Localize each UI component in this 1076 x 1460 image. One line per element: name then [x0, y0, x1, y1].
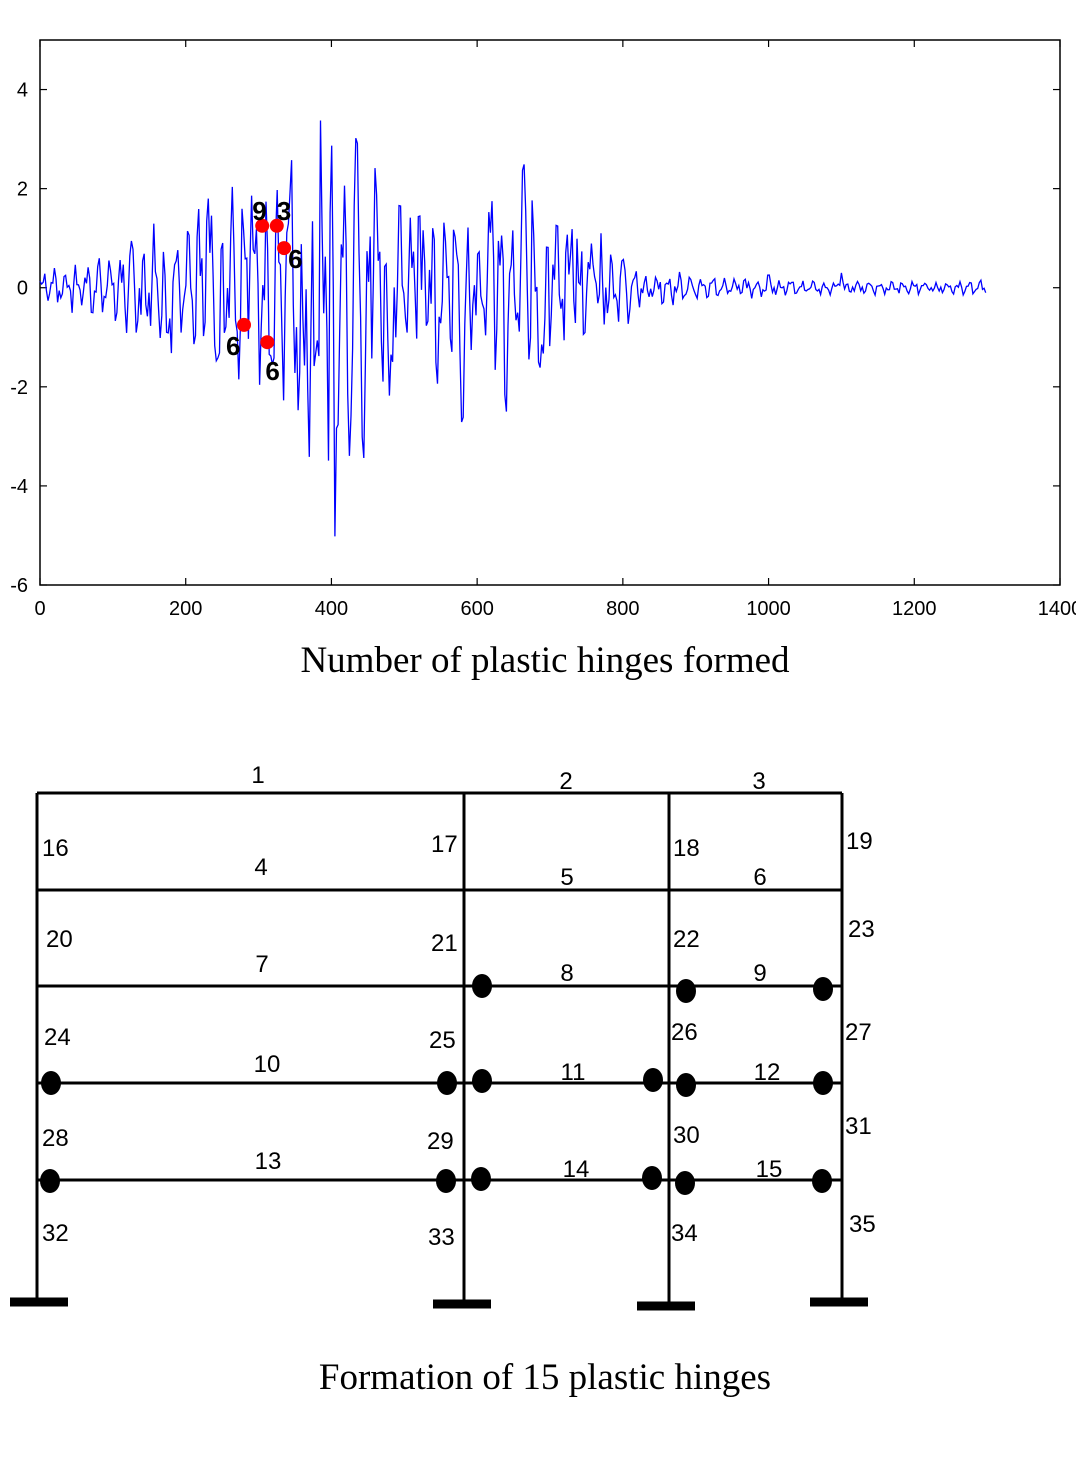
x-tick-label: 200: [169, 598, 202, 620]
y-tick-label: 2: [17, 179, 28, 201]
column-label: 19: [846, 828, 873, 855]
x-tick-label: 800: [606, 598, 639, 620]
bottom-caption: Formation of 15 plastic hinges: [319, 1357, 771, 1398]
x-tick-label: 600: [460, 598, 493, 620]
beam-label: 5: [560, 864, 573, 891]
column-label: 28: [42, 1125, 69, 1152]
hinge-event-marker: [269, 218, 284, 233]
column-label: 20: [46, 926, 73, 953]
column-label: 31: [845, 1113, 872, 1140]
plastic-hinge-dot: [40, 1169, 60, 1193]
x-tick-labels: 0 200 400 600 800 1000 1200 1400: [34, 598, 1076, 620]
hinge-event-marker: [260, 335, 275, 350]
column-label: 22: [673, 926, 700, 953]
beam-label: 10: [254, 1051, 281, 1078]
column-label: 16: [42, 835, 69, 862]
plastic-hinge-dot: [813, 1071, 833, 1095]
plastic-hinge-dot: [472, 974, 492, 998]
x-tick-label: 0: [34, 598, 45, 620]
hinge-count-label: 6: [288, 244, 302, 274]
y-tick-label: -2: [10, 377, 28, 399]
column-label: 34: [671, 1220, 698, 1247]
x-tick-label: 1200: [892, 598, 937, 620]
y-tick-label: -6: [10, 575, 28, 597]
acceleration-series-line: [39, 120, 987, 537]
beam-label: 3: [752, 768, 765, 795]
beam-label: 8: [560, 960, 573, 987]
beam-label: 4: [254, 854, 267, 881]
beam-label: 15: [756, 1156, 783, 1183]
column-label: 23: [848, 916, 875, 943]
column-label: 17: [431, 831, 458, 858]
column-label: 30: [673, 1122, 700, 1149]
beam-label: 7: [255, 951, 268, 978]
y-tick-labels: 4 2 0 -2 -4 -6: [10, 80, 28, 597]
hinge-count-label: 6: [265, 356, 279, 386]
x-tick-label: 1000: [746, 598, 791, 620]
plastic-hinge-dot: [813, 977, 833, 1001]
plastic-hinge-dot: [812, 1169, 832, 1193]
plastic-hinge-dot: [642, 1166, 662, 1190]
top-caption: Number of plastic hinges formed: [300, 640, 790, 681]
x-tick-label: 400: [315, 598, 348, 620]
hinge-count-label: 6: [226, 331, 240, 361]
column-labels: 16 17 18 19 20 21 22 23 24 25 26 27 28 2…: [42, 828, 876, 1251]
column-label: 25: [429, 1027, 456, 1054]
frame-plastic-hinges: [40, 974, 833, 1195]
y-tick-label: 4: [17, 80, 28, 102]
hinge-event-marker: [277, 241, 292, 256]
beam-label: 2: [559, 768, 572, 795]
column-label: 18: [673, 835, 700, 862]
y-tick-label: -4: [10, 476, 28, 498]
plastic-hinge-dot: [676, 1073, 696, 1097]
x-tick-label: 1400: [1038, 598, 1076, 620]
beam-label: 9: [753, 960, 766, 987]
hinge-count-label: 3: [277, 196, 291, 226]
column-label: 27: [845, 1019, 872, 1046]
plastic-hinge-dot: [676, 979, 696, 1003]
plastic-hinge-dot: [471, 1167, 491, 1191]
plastic-hinge-dot: [41, 1071, 61, 1095]
column-label: 21: [431, 930, 458, 957]
column-label: 29: [427, 1128, 454, 1155]
column-label: 33: [428, 1224, 455, 1251]
column-label: 35: [849, 1211, 876, 1238]
beam-label: 11: [561, 1059, 586, 1086]
beam-labels: 1 2 3 4 5 6 7 8 9 10 11 12 13 14 15: [251, 762, 782, 1183]
plastic-hinge-dot: [436, 1169, 456, 1193]
beam-label: 12: [754, 1059, 781, 1086]
y-tick-label: 0: [17, 278, 28, 300]
plastic-hinge-dot: [643, 1068, 663, 1092]
hinge-event-marker: [255, 218, 270, 233]
ground-motion-chart: 420-2-4-6 0200400600800100012001400 9366…: [10, 39, 1076, 620]
hinge-event-marker: [237, 317, 251, 332]
column-label: 26: [671, 1019, 698, 1046]
plot-frame: [39, 39, 1061, 586]
beam-label: 6: [753, 864, 766, 891]
plastic-hinge-dot: [437, 1071, 457, 1095]
beam-label: 14: [563, 1156, 590, 1183]
plastic-hinge-dot: [472, 1069, 492, 1093]
column-label: 32: [42, 1220, 69, 1247]
column-label: 24: [44, 1024, 71, 1051]
axis-ticks: [39, 40, 1061, 586]
beam-label: 1: [251, 762, 264, 789]
hinge-count-label: 9: [252, 196, 266, 226]
plastic-hinge-dot: [675, 1171, 695, 1195]
beam-label: 13: [255, 1148, 282, 1175]
